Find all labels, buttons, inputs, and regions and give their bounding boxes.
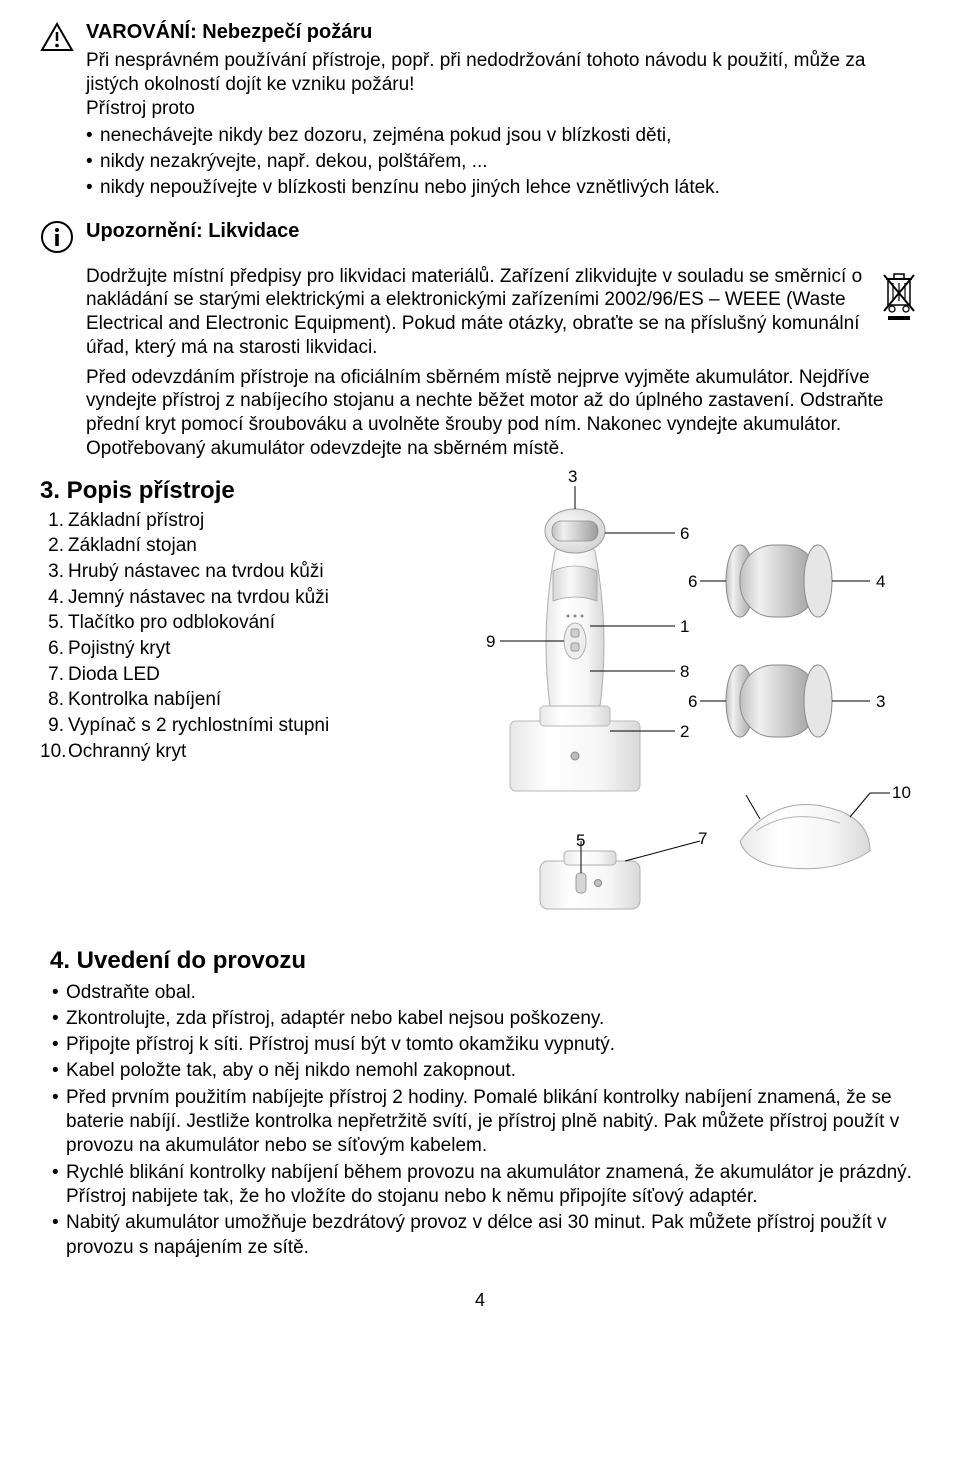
callout-8: 8: [680, 662, 689, 682]
list-item-label: Pojistný kryt: [68, 638, 170, 659]
section-4-heading: 4. Uvedení do provozu: [50, 947, 920, 975]
list-item: Rychlé blikání kontrolky nabíjení během …: [50, 1161, 920, 1210]
warning-intro: Při nesprávném používání přístroje, popř…: [86, 49, 920, 97]
section-4-bullets: Odstraňte obal. Zkontrolujte, zda přístr…: [50, 981, 920, 1260]
callout-6b: 6: [688, 572, 697, 592]
info-title: Upozornění: Likvidace: [86, 220, 299, 243]
callout-2: 2: [680, 722, 689, 742]
info-para1: Dodržujte místní předpisy pro likvidaci …: [86, 265, 864, 360]
device-diagram: 3 6 9 1 8 2 6 4 6 3 10 7 5: [440, 471, 920, 931]
callout-10: 10: [892, 783, 911, 803]
list-item: Zkontrolujte, zda přístroj, adaptér nebo…: [50, 1007, 920, 1031]
callout-9: 9: [486, 632, 495, 652]
list-item-label: Základní přístroj: [68, 510, 204, 531]
warning-bullet: nikdy nepoužívejte v blízkosti benzínu n…: [86, 176, 920, 200]
list-item: Před prvním použitím nabíjejte přístroj …: [50, 1086, 920, 1159]
callout-6c: 6: [688, 692, 697, 712]
list-item-label: Jemný nástavec na tvrdou kůži: [68, 587, 329, 608]
callout-1: 1: [680, 617, 689, 637]
warning-bullets: nenechávejte nikdy bez dozoru, zejména p…: [86, 124, 920, 199]
list-item-label: Ochranný kryt: [68, 741, 186, 762]
warning-triangle-icon: [40, 22, 74, 57]
warning-content: VAROVÁNÍ: Nebezpečí požáru Při nesprávné…: [86, 20, 920, 202]
warning-title: VAROVÁNÍ: Nebezpečí požáru: [86, 20, 920, 45]
list-item-label: Hrubý nástavec na tvrdou kůži: [68, 561, 324, 582]
list-item: 6.Pojistný kryt: [40, 637, 420, 662]
warning-lead: Přístroj proto: [86, 97, 920, 121]
list-item-label: Tlačítko pro odblokování: [68, 612, 275, 633]
warning-bullet: nikdy nezakrývejte, např. dekou, polštář…: [86, 150, 920, 174]
page-number: 4: [40, 1290, 920, 1311]
list-item-label: Dioda LED: [68, 664, 160, 685]
list-item: 7.Dioda LED: [40, 663, 420, 688]
list-item: 9.Vypínač s 2 rychlostními stupni: [40, 714, 420, 739]
weee-bin-icon: [878, 269, 920, 326]
list-item-label: Základní stojan: [68, 535, 197, 556]
section-4: 4. Uvedení do provozu Odstraňte obal. Zk…: [50, 947, 920, 1260]
list-item: Připojte přístroj k síti. Přístroj musí …: [50, 1033, 920, 1057]
warning-bullet: nenechávejte nikdy bez dozoru, zejména p…: [86, 124, 920, 148]
callout-3b: 3: [876, 692, 885, 712]
list-item-label: Vypínač s 2 rychlostními stupni: [68, 715, 329, 736]
section-3: 3. Popis přístroje 1.Základní přístroj 2…: [40, 471, 920, 931]
parts-list: 1.Základní přístroj 2.Základní stojan 3.…: [40, 509, 420, 765]
list-item: 4.Jemný nástavec na tvrdou kůži: [40, 586, 420, 611]
list-item: 10.Ochranný kryt: [40, 740, 420, 765]
list-item: 3.Hrubý nástavec na tvrdou kůži: [40, 560, 420, 585]
callout-6: 6: [680, 524, 689, 544]
info-para1-wrap: Dodržujte místní předpisy pro likvidaci …: [86, 265, 920, 360]
list-item: 5.Tlačítko pro odblokování: [40, 611, 420, 636]
callout-4: 4: [876, 572, 885, 592]
info-icon: [40, 220, 74, 259]
list-item: 8.Kontrolka nabíjení: [40, 688, 420, 713]
info-para2: Před odevzdáním přístroje na oficiálním …: [86, 366, 920, 461]
list-item: 2.Základní stojan: [40, 534, 420, 559]
callout-3: 3: [568, 467, 577, 487]
list-item: 1.Základní přístroj: [40, 509, 420, 534]
section-3-left: 3. Popis přístroje 1.Základní přístroj 2…: [40, 471, 420, 931]
callout-5: 5: [576, 831, 585, 851]
info-header-row: Upozornění: Likvidace: [40, 220, 920, 259]
section-3-heading: 3. Popis přístroje: [40, 477, 420, 505]
warning-block: VAROVÁNÍ: Nebezpečí požáru Při nesprávné…: [40, 20, 920, 202]
list-item: Odstraňte obal.: [50, 981, 920, 1005]
list-item-label: Kontrolka nabíjení: [68, 689, 221, 710]
list-item: Nabitý akumulátor umožňuje bezdrátový pr…: [50, 1211, 920, 1260]
list-item: Kabel položte tak, aby o něj nikdo nemoh…: [50, 1059, 920, 1083]
callout-7: 7: [698, 829, 707, 849]
